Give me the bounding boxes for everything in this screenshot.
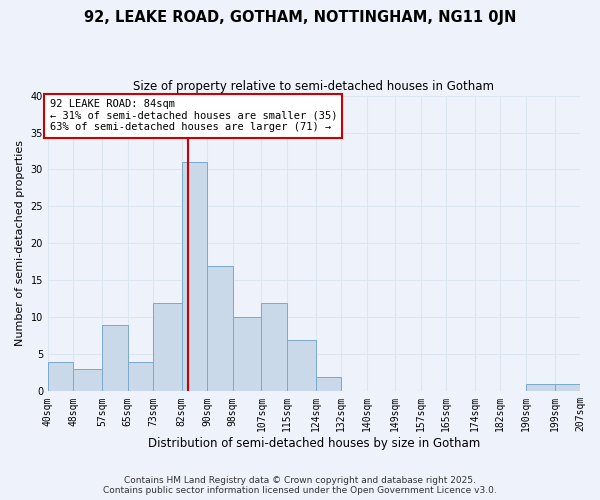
Text: 92 LEAKE ROAD: 84sqm
← 31% of semi-detached houses are smaller (35)
63% of semi-: 92 LEAKE ROAD: 84sqm ← 31% of semi-detac… <box>50 100 337 132</box>
Bar <box>128 362 153 392</box>
Bar <box>73 369 102 392</box>
Title: Size of property relative to semi-detached houses in Gotham: Size of property relative to semi-detach… <box>133 80 494 93</box>
Text: Contains HM Land Registry data © Crown copyright and database right 2025.
Contai: Contains HM Land Registry data © Crown c… <box>103 476 497 495</box>
Bar <box>233 318 262 392</box>
Bar <box>554 384 580 392</box>
Bar <box>102 325 128 392</box>
Text: 92, LEAKE ROAD, GOTHAM, NOTTINGHAM, NG11 0JN: 92, LEAKE ROAD, GOTHAM, NOTTINGHAM, NG11… <box>84 10 516 25</box>
Bar <box>182 162 207 392</box>
Bar <box>48 362 73 392</box>
Bar <box>526 384 554 392</box>
Bar <box>262 302 287 392</box>
Bar <box>287 340 316 392</box>
X-axis label: Distribution of semi-detached houses by size in Gotham: Distribution of semi-detached houses by … <box>148 437 480 450</box>
Bar <box>153 302 182 392</box>
Bar <box>207 266 233 392</box>
Bar <box>316 376 341 392</box>
Y-axis label: Number of semi-detached properties: Number of semi-detached properties <box>15 140 25 346</box>
